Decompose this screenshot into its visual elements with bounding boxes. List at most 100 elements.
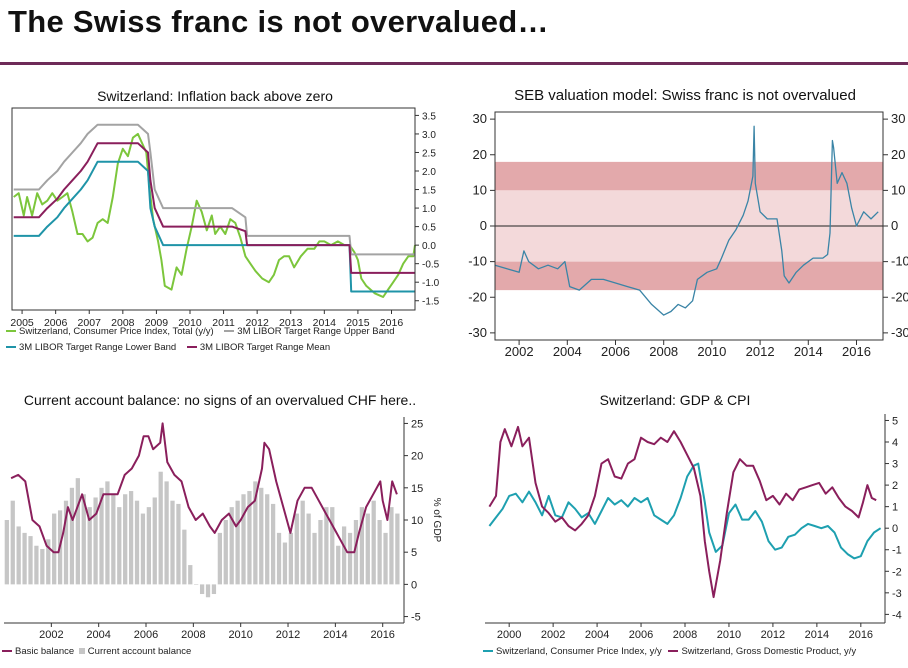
legend-item: Basic balance [2, 646, 74, 657]
x-tick-label: 2012 [245, 317, 269, 329]
chart-legend: Switzerland, Consumer Price Index, Total… [6, 324, 403, 356]
x-tick-label: 2002 [541, 629, 565, 641]
bar [253, 481, 258, 585]
bar [34, 545, 39, 585]
series-line [13, 160, 415, 293]
legend-swatch [668, 650, 679, 653]
x-tick-label: 2010 [697, 344, 726, 359]
legend-label: 3M LIBOR Target Range Upper Band [237, 326, 395, 337]
x-tick-label: 2014 [313, 317, 337, 329]
title-divider [0, 62, 908, 65]
y-tick-label: 0 [892, 523, 898, 535]
bar [205, 584, 211, 598]
bar [16, 526, 21, 585]
chart-title: Current account balance: no signs of an … [23, 392, 417, 408]
bar [40, 548, 45, 585]
bar [146, 507, 151, 585]
y-tick-label: 2.5 [422, 148, 436, 159]
y-tick-label: 20 [891, 147, 905, 162]
bar [140, 513, 146, 585]
legend-label: Basic balance [15, 646, 75, 657]
valuation-band [495, 161, 883, 191]
y-tick-label: -3 [892, 588, 902, 600]
legend-swatch [224, 330, 235, 333]
y-tick-label: -10 [468, 254, 487, 269]
bar [353, 520, 359, 585]
bar [164, 481, 169, 585]
bar [270, 503, 276, 585]
bar [235, 500, 240, 585]
x-tick-label: 2014 [794, 344, 823, 359]
chart-legend: Basic balance Current account balance [2, 646, 199, 657]
x-tick-label: 2016 [842, 344, 871, 359]
x-tick-label: 2004 [86, 629, 110, 641]
y-tick-label: 3.0 [422, 130, 436, 141]
x-tick-label: 2015 [346, 317, 370, 329]
chart-title: SEB valuation model: Swiss franc is not … [514, 87, 856, 104]
x-tick-label: 2012 [761, 629, 785, 641]
x-tick-label: 2010 [717, 629, 741, 641]
bar [324, 507, 329, 585]
y-tick-label: -5 [411, 612, 421, 624]
y-tick-label: 10 [411, 515, 423, 527]
y-tick-label: -20 [891, 289, 908, 304]
bar [265, 494, 270, 585]
y-tick-label: -1.5 [422, 297, 440, 308]
bar [306, 513, 311, 585]
bar [176, 503, 181, 585]
bar [371, 500, 376, 585]
series-line [488, 425, 877, 599]
bar [111, 494, 116, 585]
bar [223, 520, 228, 585]
legend-item: 3M LIBOR Target Range Mean [186, 340, 330, 356]
bar [182, 529, 187, 585]
y-tick-label: 20 [473, 147, 487, 162]
bar [336, 545, 341, 585]
y-tick-label: 3.5 [422, 111, 436, 122]
y-tick-label: -1.0 [422, 278, 440, 289]
bar [22, 532, 27, 585]
legend-label: Switzerland, Gross Domestic Product, y/y [681, 646, 857, 657]
bar [93, 497, 98, 585]
bar [259, 487, 264, 585]
y-tick-label: 0 [480, 218, 487, 233]
chart-title: Switzerland: Inflation back above zero [97, 88, 333, 104]
x-tick-label: 2008 [649, 344, 678, 359]
chart-title: Switzerland: GDP & CPI [599, 392, 751, 408]
x-tick-label: 2004 [585, 629, 609, 641]
series-line [488, 462, 882, 560]
bar [330, 507, 335, 585]
bar [158, 471, 163, 585]
x-tick-label: 2008 [673, 629, 697, 641]
bar [170, 500, 175, 585]
y-tick-label: 0.0 [422, 241, 436, 252]
bar [229, 507, 234, 585]
x-tick-label: 2010 [178, 317, 202, 329]
y-tick-label: -20 [468, 289, 487, 304]
legend-swatch [186, 346, 197, 349]
bar [10, 500, 15, 585]
bar [341, 526, 347, 585]
y-tick-label: 10 [891, 182, 905, 197]
y-tick-label: 3 [892, 459, 898, 471]
x-tick-label: 2008 [111, 317, 135, 329]
chart-inflation: 2005 2006 2007 2008 2009 2010 2011 2012 2013 2014… [10, 107, 440, 329]
bar [28, 536, 33, 585]
legend-swatch [6, 346, 16, 349]
x-tick-label: 2008 [181, 629, 205, 641]
panel-current-account: Current account balance: no signs of an … [0, 385, 450, 668]
y-tick-label: 1.0 [422, 204, 436, 215]
y-tick-label: 5 [411, 547, 417, 559]
legend-item: 3M LIBOR Target Range Lower Band [6, 340, 176, 356]
series-line [13, 142, 415, 274]
x-tick-label: 2006 [134, 629, 158, 641]
y-tick-label: 15 [411, 483, 423, 495]
legend-swatch [2, 650, 12, 653]
bar [188, 565, 193, 585]
x-tick-label: 2002 [505, 344, 534, 359]
bar [99, 487, 104, 585]
bar [247, 491, 252, 585]
bar [194, 584, 199, 585]
y-axis-label: % of GDP [431, 498, 442, 543]
bar [46, 539, 51, 585]
